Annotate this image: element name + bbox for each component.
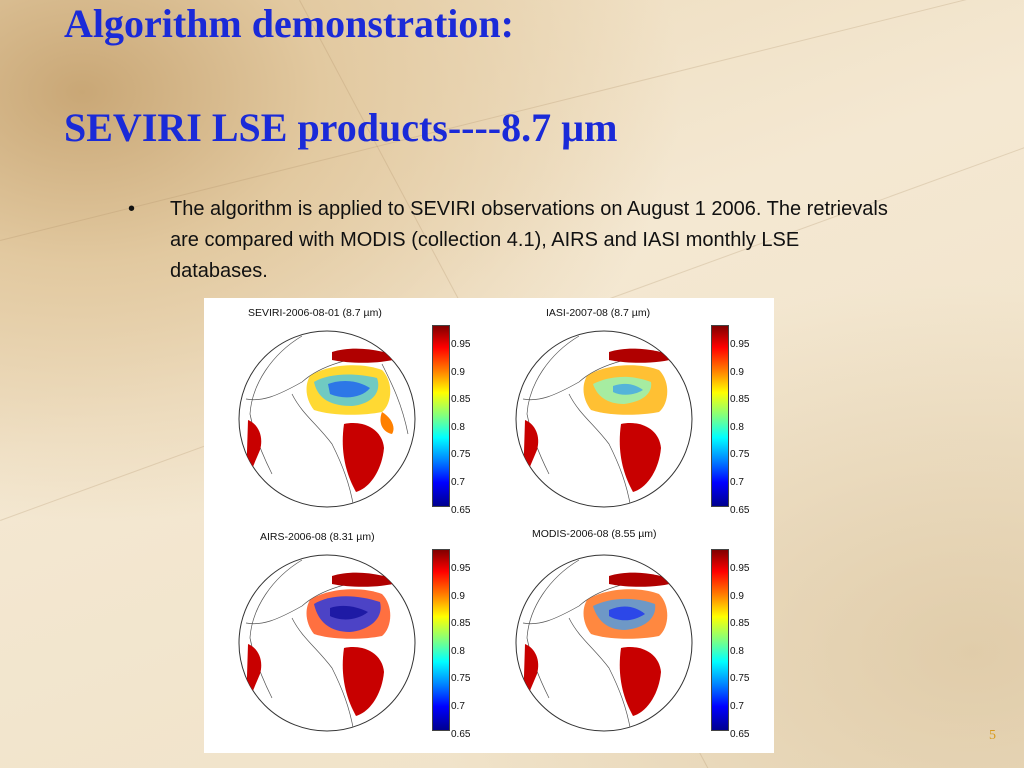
- bullet-text: The algorithm is applied to SEVIRI obser…: [170, 198, 888, 282]
- colorbar-tick: 0.95: [451, 563, 471, 574]
- map-panel-iasi: IASI-2007-08 (8.7 µm): [489, 298, 774, 523]
- colorbar-tick: 0.65: [451, 729, 471, 740]
- colorbar-tick: 0.85: [730, 618, 750, 629]
- colorbar-tick: 0.8: [730, 646, 744, 657]
- colorbar-tick: 0.7: [730, 701, 744, 712]
- map-panel-modis: MODIS-2006-08 (8.55 µm): [489, 526, 774, 751]
- colorbar: [711, 549, 729, 731]
- colorbar-tick: 0.7: [730, 477, 744, 488]
- colorbar-tick: 0.8: [451, 422, 465, 433]
- map-panel-seviri: SEVIRI-2006-08-01 (8.7 µm): [204, 298, 489, 523]
- map-panel-airs: AIRS-2006-08 (8.31 µm): [204, 526, 489, 751]
- colorbar-tick: 0.75: [730, 449, 750, 460]
- panel-title: IASI-2007-08 (8.7 µm): [546, 307, 651, 319]
- bullet-icon: •: [128, 198, 136, 220]
- panel-title: SEVIRI-2006-08-01 (8.7 µm): [248, 307, 382, 319]
- emissivity-maps-figure: SEVIRI-2006-08-01 (8.7 µm): [204, 298, 774, 753]
- colorbar-tick: 0.85: [451, 394, 471, 405]
- colorbar-tick: 0.95: [730, 563, 750, 574]
- colorbar-tick: 0.95: [730, 339, 750, 350]
- colorbar: [711, 325, 729, 507]
- colorbar-tick: 0.8: [451, 646, 465, 657]
- colorbar-tick: 0.9: [451, 367, 465, 378]
- colorbar-tick: 0.7: [451, 701, 465, 712]
- colorbar-tick: 0.9: [730, 591, 744, 602]
- globe-map: [515, 330, 693, 508]
- colorbar: [432, 325, 450, 507]
- colorbar: [432, 549, 450, 731]
- slide-title-line2: SEVIRI LSE products----8.7 µm: [64, 105, 618, 150]
- colorbar-tick: 0.75: [451, 673, 471, 684]
- colorbar-tick: 0.8: [730, 422, 744, 433]
- globe-map: [238, 330, 416, 508]
- panel-title: AIRS-2006-08 (8.31 µm): [260, 531, 375, 543]
- colorbar-tick: 0.65: [451, 505, 471, 516]
- globe-map: [238, 554, 416, 732]
- colorbar-tick: 0.9: [730, 367, 744, 378]
- colorbar-tick: 0.7: [451, 477, 465, 488]
- colorbar-tick: 0.85: [730, 394, 750, 405]
- colorbar-tick: 0.65: [730, 505, 750, 516]
- globe-map: [515, 554, 693, 732]
- colorbar-tick: 0.95: [451, 339, 471, 350]
- colorbar-tick: 0.9: [451, 591, 465, 602]
- colorbar-tick: 0.75: [451, 449, 471, 460]
- colorbar-tick: 0.85: [451, 618, 471, 629]
- slide-title-line1: Algorithm demonstration:: [64, 1, 514, 46]
- panel-title: MODIS-2006-08 (8.55 µm): [532, 528, 657, 540]
- colorbar-tick: 0.75: [730, 673, 750, 684]
- page-number: 5: [989, 728, 996, 743]
- bullet-item: • The algorithm is applied to SEVIRI obs…: [128, 194, 888, 287]
- colorbar-tick: 0.65: [730, 729, 750, 740]
